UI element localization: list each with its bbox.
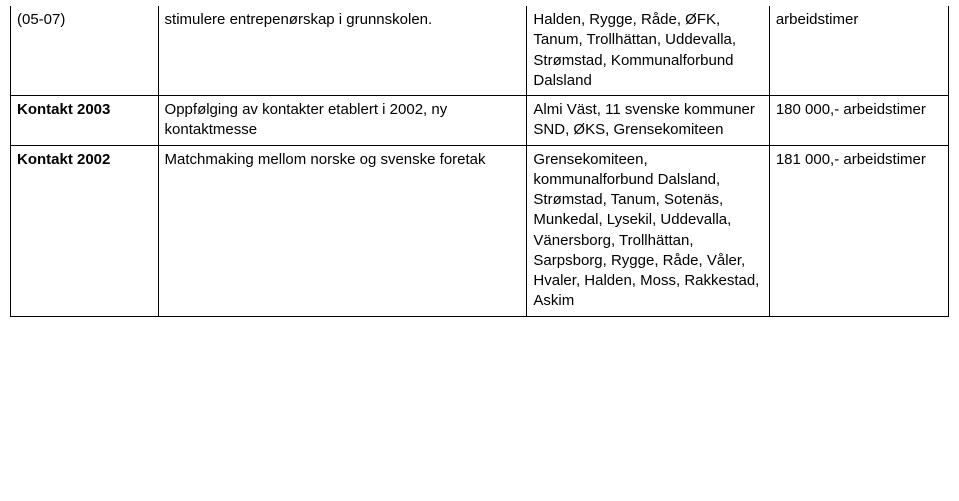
table-row: Kontakt 2002Matchmaking mellom norske og… [11,145,949,316]
data-table: (05-07)stimulere entrepenørskap i grunns… [10,6,949,317]
table-row: (05-07)stimulere entrepenørskap i grunns… [11,6,949,96]
cell-c2: stimulere entrepenørskap i grunnskolen. [158,6,527,96]
table-body: (05-07)stimulere entrepenørskap i grunns… [11,6,949,316]
table-row: Kontakt 2003Oppfølging av kontakter etab… [11,96,949,146]
cell-c3: Halden, Rygge, Råde, ØFK, Tanum, Trollhä… [527,6,769,96]
cell-c4: arbeidstimer [769,6,948,96]
cell-c1: Kontakt 2003 [11,96,159,146]
cell-c4: 180 000,- arbeidstimer [769,96,948,146]
cell-c2: Matchmaking mellom norske og svenske for… [158,145,527,316]
cell-c3: Almi Väst, 11 svenske kommunerSND, ØKS, … [527,96,769,146]
cell-c1: (05-07) [11,6,159,96]
cell-c1: Kontakt 2002 [11,145,159,316]
cell-c3: Grensekomiteen, kommunalforbund Dalsland… [527,145,769,316]
cell-c2: Oppfølging av kontakter etablert i 2002,… [158,96,527,146]
document-fragment: (05-07)stimulere entrepenørskap i grunns… [0,0,959,501]
cell-c4: 181 000,- arbeidstimer [769,145,948,316]
